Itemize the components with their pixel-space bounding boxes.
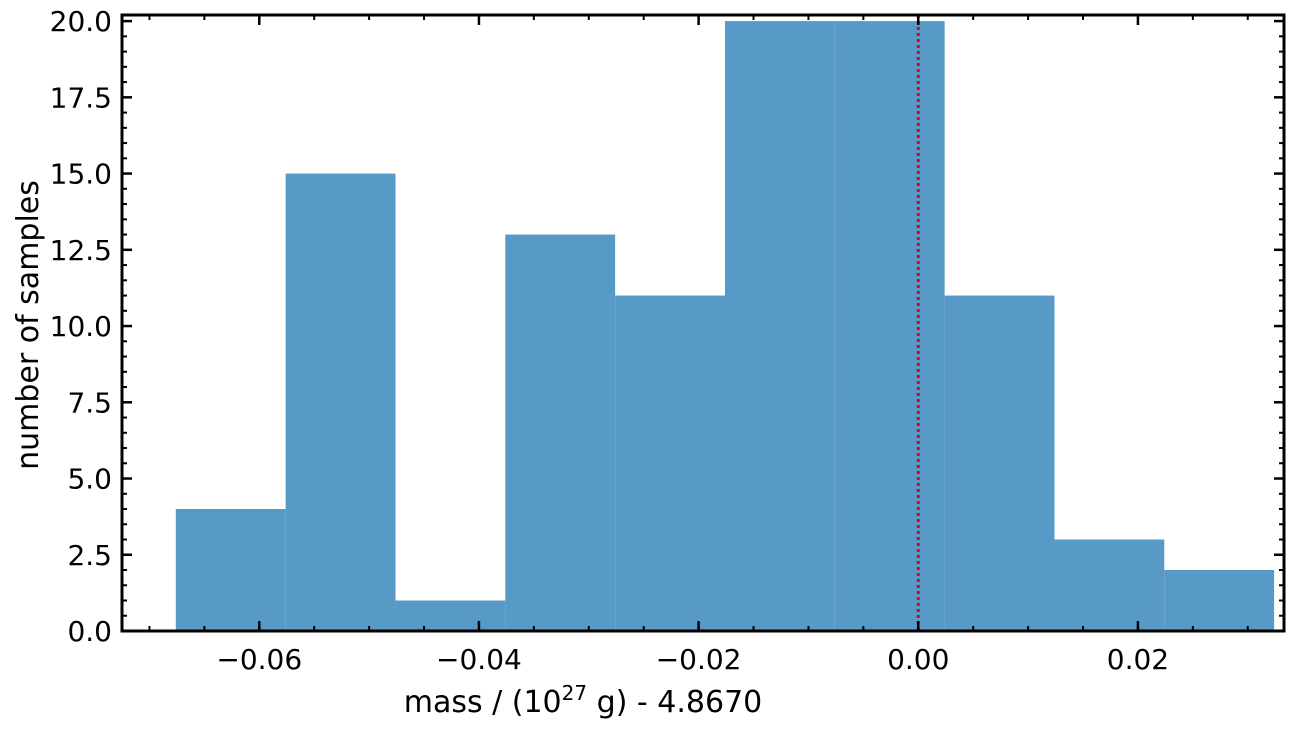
histogram-bar (834, 21, 945, 632)
histogram-bar (285, 173, 396, 631)
histogram-bar (395, 600, 506, 631)
x-tick-label: −0.06 (216, 643, 302, 676)
histogram-bar (1164, 570, 1275, 631)
histogram-bars (175, 21, 1275, 632)
x-axis-label-prefix: mass / (10 (404, 685, 562, 720)
x-tick-label: 0.00 (887, 643, 949, 676)
x-tick-label: 0.02 (1107, 643, 1169, 676)
y-tick-label: 2.5 (67, 539, 112, 572)
x-tick-label: −0.02 (656, 643, 742, 676)
plot-frame (120, 13, 1286, 633)
y-tick-label: 12.5 (50, 234, 112, 267)
x-axis-label-suffix: g) - 4.8670 (587, 685, 762, 720)
y-tick-label: 10.0 (50, 310, 112, 343)
y-tick-label: 7.5 (67, 386, 112, 419)
x-axis-label-exponent: 27 (562, 681, 587, 705)
histogram-bar (615, 295, 725, 631)
y-tick-label: 15.0 (50, 158, 112, 191)
y-tick-label: 5.0 (67, 463, 112, 496)
y-tick-label: 0.0 (67, 615, 112, 648)
y-tick-labels: 0.0 2.5 5.0 7.5 10.0 12.5 15.0 17.5 20.0 (50, 5, 112, 648)
y-tick-label: 17.5 (50, 81, 112, 114)
histogram-bar (944, 295, 1055, 631)
y-tick-label: 20.0 (50, 5, 112, 38)
x-tick-labels: −0.06 −0.04 −0.02 0.00 0.02 (216, 643, 1169, 676)
histogram-bar (724, 21, 835, 632)
y-axis-label: number of samples (11, 180, 46, 470)
x-tick-label: −0.04 (436, 643, 522, 676)
histogram-bar (505, 234, 616, 631)
x-axis-label: mass / (1027 g) - 4.8670 (404, 681, 763, 720)
histogram-bar (175, 509, 286, 631)
histogram-bar (1054, 539, 1165, 631)
